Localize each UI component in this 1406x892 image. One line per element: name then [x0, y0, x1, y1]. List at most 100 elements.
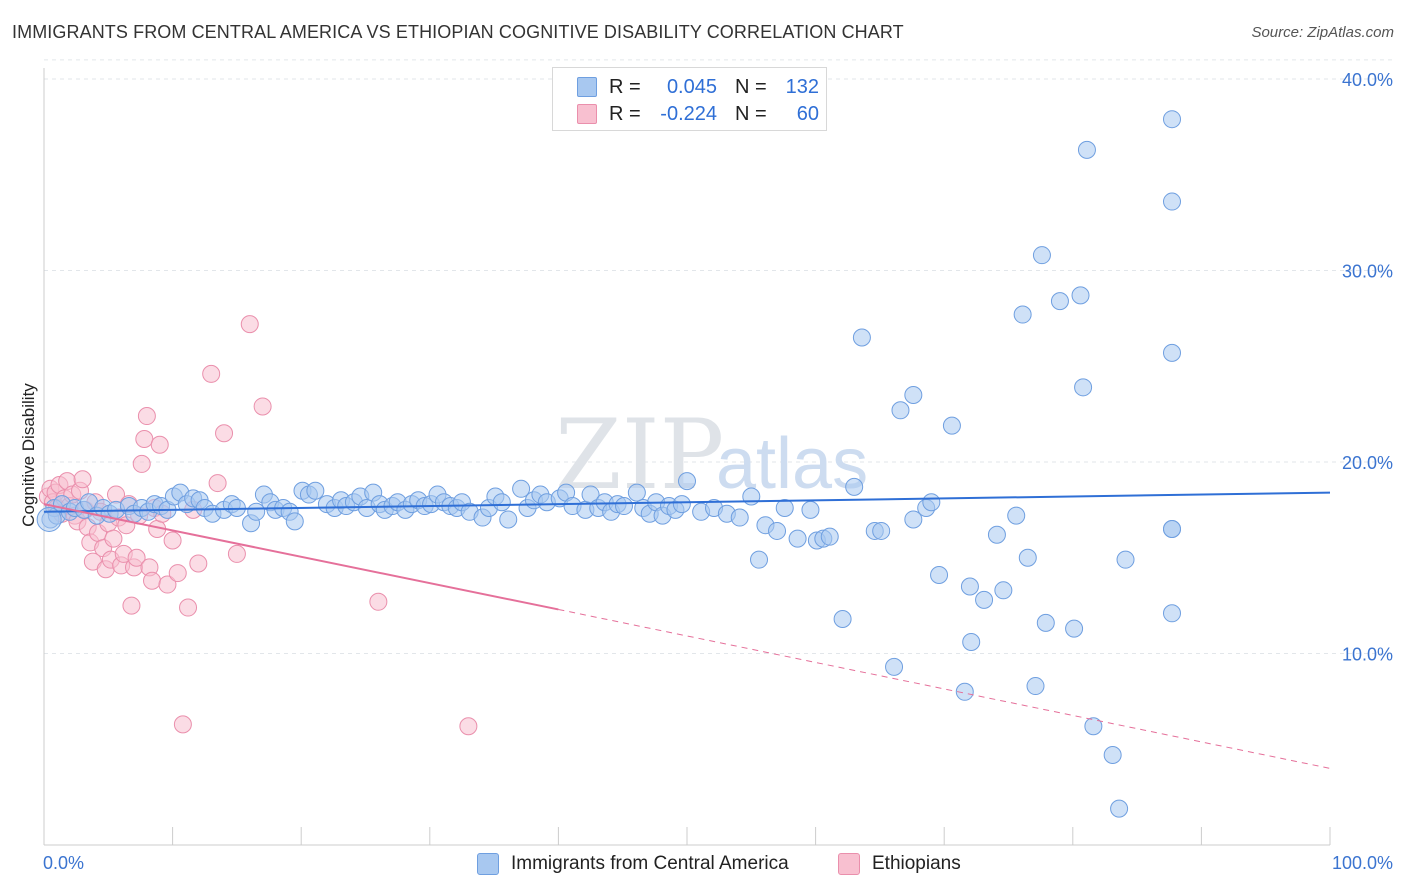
data-point-ethiopians [150, 435, 169, 454]
data-point-ethiopians [202, 364, 221, 383]
watermark-atlas: atlas [716, 424, 868, 504]
legend-n-label: N = [735, 75, 767, 98]
y-axis-label: Cognitive Disability [19, 383, 38, 527]
data-point-ethiopians [132, 454, 151, 473]
chart-title: IMMIGRANTS FROM CENTRAL AMERICA VS ETHIO… [12, 22, 904, 42]
data-point-ethiopians [227, 544, 246, 563]
data-point-central-america [1163, 520, 1181, 539]
legend-n-value: 132 [785, 75, 819, 98]
data-point-ethiopians [127, 548, 146, 567]
data-point-central-america [627, 483, 646, 502]
x-tick-label: 0.0% [43, 853, 84, 873]
bottom-legend-swatch-pink [838, 853, 860, 875]
legend-row-ethiopians: R = -0.224 N = 60 [577, 101, 819, 127]
data-point-central-america [1116, 550, 1135, 569]
y-tick-label: 40.0% [1342, 70, 1393, 90]
data-point-central-america [512, 479, 531, 498]
data-point-ethiopians [253, 397, 272, 416]
x-tick-label: 100.0% [1332, 853, 1393, 873]
data-point-ethiopians [173, 715, 192, 734]
data-point-central-america [750, 550, 769, 569]
data-point-central-america [994, 581, 1013, 600]
legend-r-label: R = [609, 75, 641, 98]
data-point-central-america [730, 508, 749, 527]
data-point-central-america [891, 401, 910, 420]
bottom-legend-label: Immigrants from Central America [511, 853, 789, 874]
data-point-central-america [820, 527, 839, 546]
data-point-central-america [678, 472, 696, 491]
data-point-central-america [788, 529, 807, 548]
trend-line-ethiopians [43, 503, 559, 611]
data-point-central-america [1065, 619, 1084, 638]
data-point-central-america [942, 416, 961, 435]
data-point-central-america [1026, 677, 1045, 696]
data-point-central-america [922, 493, 941, 512]
source-label: Source: ZipAtlas.com [1251, 24, 1394, 41]
y-tick-label: 20.0% [1342, 453, 1393, 473]
bottom-legend-swatch-blue [477, 853, 499, 875]
legend-n-value: 60 [796, 102, 819, 125]
trend-line-central-america [43, 491, 1331, 513]
data-point-ethiopians [369, 592, 388, 611]
bottom-legend-ethiopians[interactable]: Ethiopians [838, 852, 961, 876]
legend-swatch-pink [577, 104, 597, 124]
data-point-central-america [904, 510, 923, 529]
data-point-central-america [499, 510, 518, 529]
legend-r-label: R = [609, 102, 641, 125]
data-point-ethiopians [137, 407, 156, 426]
data-point-ethiopians [143, 571, 162, 590]
data-point-central-america [885, 657, 904, 676]
correlation-legend: R = 0.045 N = 132 R = -0.224 N = 60 [552, 67, 827, 131]
data-point-central-america [1163, 343, 1181, 362]
data-point-ethiopians [135, 430, 154, 449]
data-point-central-america [1074, 378, 1093, 397]
data-point-central-america [975, 590, 994, 609]
data-point-central-america [614, 497, 633, 516]
data-point-central-america [1103, 745, 1122, 764]
data-point-central-america [852, 328, 871, 347]
legend-r-value: 0.045 [666, 75, 717, 98]
data-point-central-america [285, 512, 304, 531]
tick-labels: 10.0% 20.0% 30.0% 40.0% 0.0% 100.0% [43, 70, 1393, 873]
legend-r-value: -0.224 [660, 102, 717, 125]
data-point-ethiopians [122, 596, 141, 615]
data-point-central-america [955, 682, 974, 701]
data-point-central-america [672, 495, 691, 514]
data-point-central-america [1018, 548, 1037, 567]
legend-n-label: N = [735, 102, 767, 125]
data-point-ethiopians [168, 564, 187, 583]
data-point-ethiopians [215, 424, 234, 443]
data-point-ethiopians [459, 717, 478, 736]
data-point-central-america [36, 506, 62, 532]
data-point-central-america [1110, 799, 1129, 818]
bottom-legend-central-america[interactable]: Immigrants from Central America [477, 852, 789, 876]
data-point-ethiopians [73, 470, 92, 489]
data-point-central-america [930, 565, 949, 584]
data-point-central-america [833, 610, 852, 629]
data-point-ethiopians [179, 598, 198, 617]
data-point-central-america [904, 385, 923, 404]
data-point-central-america [247, 502, 266, 521]
data-point-central-america [742, 487, 761, 506]
legend-swatch-blue [577, 77, 597, 97]
data-point-central-america [768, 521, 787, 540]
data-point-central-america [1007, 506, 1026, 525]
data-point-central-america [1077, 140, 1096, 159]
legend-row-central-america: R = 0.045 N = 132 [577, 74, 819, 100]
data-point-central-america [1163, 110, 1181, 129]
data-point-central-america [1036, 613, 1055, 632]
data-point-ethiopians [158, 575, 177, 594]
data-point-central-america [775, 498, 794, 517]
data-point-central-america [962, 633, 981, 652]
data-point-central-america [1050, 292, 1069, 311]
trend-lines [43, 491, 1331, 769]
data-point-central-america [845, 477, 864, 496]
axes [43, 68, 1331, 846]
data-point-central-america [306, 481, 325, 500]
grid-lines [44, 59, 1392, 654]
trend-line-ethiopians-extension [558, 608, 1331, 769]
data-point-central-america [1032, 246, 1051, 265]
data-point-central-america [492, 493, 511, 512]
data-point-ethiopians [163, 531, 182, 550]
